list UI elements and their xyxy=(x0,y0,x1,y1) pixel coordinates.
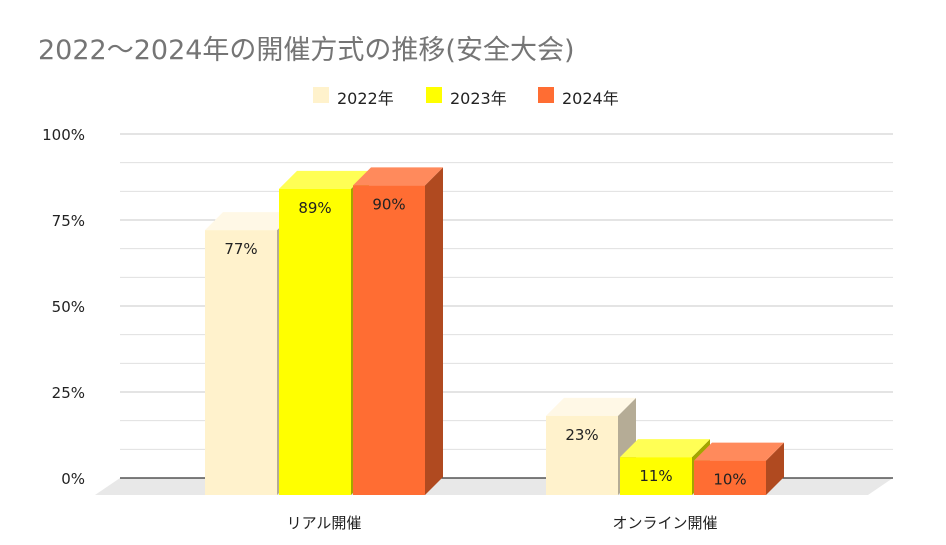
chart-title: 2022～2024年の開催方式の推移(安全大会) xyxy=(38,35,575,66)
bar-top xyxy=(353,167,443,186)
y-tick-label: 0% xyxy=(61,470,85,488)
y-tick-label: 50% xyxy=(52,298,85,316)
legend-swatch xyxy=(538,87,554,103)
bar xyxy=(694,460,766,495)
bar-top xyxy=(620,439,710,458)
legend-label: 2024年 xyxy=(562,89,619,108)
bar-top xyxy=(694,442,784,461)
data-label: 77% xyxy=(224,240,257,258)
bar xyxy=(546,415,618,495)
legend: 2022年 2023年 2024年 xyxy=(0,84,946,108)
bar-top xyxy=(205,212,295,231)
legend-label: 2023年 xyxy=(450,89,507,108)
data-label: 23% xyxy=(565,426,598,444)
data-label: 90% xyxy=(372,195,405,213)
bar xyxy=(620,457,692,495)
y-tick-label: 25% xyxy=(52,384,85,402)
bar-side xyxy=(425,167,443,495)
bar xyxy=(279,188,351,495)
data-label: 89% xyxy=(298,199,331,217)
y-tick-label: 100% xyxy=(42,126,85,144)
data-label: 10% xyxy=(713,471,746,489)
bar-side xyxy=(766,442,784,495)
legend-swatch xyxy=(426,87,442,103)
bar-top xyxy=(279,170,369,189)
legend-label: 2022年 xyxy=(337,89,394,108)
x-tick-label: リアル開催 xyxy=(287,514,362,532)
bar xyxy=(353,185,425,495)
legend-swatch xyxy=(313,87,329,103)
bar xyxy=(205,230,277,495)
bar-top xyxy=(546,397,636,416)
data-label: 11% xyxy=(639,467,672,485)
y-tick-label: 75% xyxy=(52,212,85,230)
x-tick-label: オンライン開催 xyxy=(612,514,717,532)
